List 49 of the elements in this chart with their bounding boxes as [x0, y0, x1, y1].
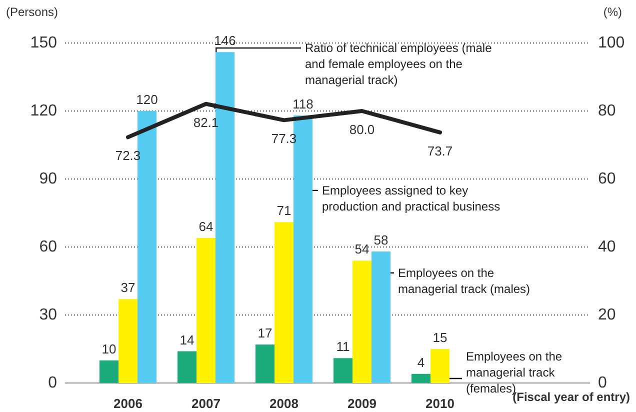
bar	[118, 299, 138, 383]
data-label: 15	[432, 330, 448, 345]
y-tick-label: 150	[30, 34, 58, 52]
bar	[334, 358, 352, 383]
data-label: 54	[354, 242, 370, 257]
x-tick-label: 2006	[114, 396, 142, 411]
x-tick-label: 2007	[192, 396, 220, 411]
data-label: 146	[214, 33, 236, 48]
data-label: 64	[198, 218, 214, 234]
data-label: 73.7	[427, 143, 453, 158]
text: Ratio of technical employees (male and female employees on the managerial track)	[305, 41, 496, 87]
data-label: 118	[292, 96, 314, 112]
data-label: 10	[102, 341, 116, 356]
x-tick-label: 2009	[348, 396, 376, 411]
data-label: 4	[417, 354, 425, 370]
bar	[352, 260, 372, 383]
data-label: 11	[336, 339, 350, 354]
y2-tick-label: 20	[598, 306, 616, 324]
series-label: Employees assigned to key production and practical business	[322, 183, 500, 214]
bar	[274, 222, 294, 383]
y-axis-title: (Persons)	[6, 5, 58, 19]
bar	[100, 360, 118, 383]
y2-tick-label: 100	[598, 34, 625, 52]
text: Employees on the managerial track (males)	[398, 266, 530, 296]
x-tick-label: 2010	[426, 396, 454, 411]
y-tick-label: 60	[39, 238, 58, 256]
data-label: 17	[258, 325, 272, 340]
x-tick-label: 2008	[270, 396, 298, 411]
data-label: 14	[180, 332, 194, 348]
data-label: 71	[276, 203, 292, 218]
y2-tick-label: 60	[598, 170, 616, 188]
y-tick-label: 0	[48, 374, 58, 392]
bar	[430, 349, 450, 383]
bar	[256, 344, 274, 383]
bar	[178, 351, 196, 383]
y-tick-label: 90	[39, 170, 58, 188]
data-label: 80.0	[349, 122, 375, 138]
data-label: 58	[374, 232, 388, 248]
y2-tick-label: 0	[598, 374, 607, 392]
y2-axis-title: (%)	[603, 5, 622, 19]
y-tick-label: 120	[30, 102, 58, 120]
bar	[412, 374, 430, 383]
bar	[372, 252, 390, 383]
data-label: 120	[136, 92, 158, 107]
bar	[196, 238, 216, 383]
y2-tick-label: 40	[598, 238, 616, 256]
y2-tick-label: 80	[598, 102, 616, 120]
data-label: 37	[120, 280, 136, 296]
y-tick-label: 30	[39, 306, 58, 324]
